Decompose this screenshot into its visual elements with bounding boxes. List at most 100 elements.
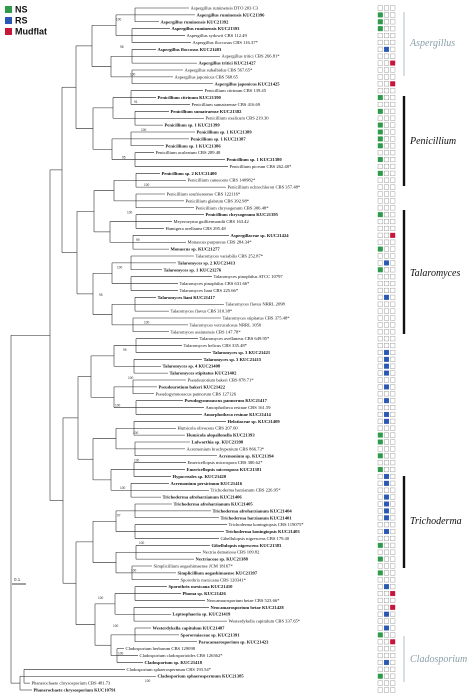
taxon-label: Penicillium piceum CBS 262.48* (230, 164, 292, 169)
taxon-label: Penicillium chrysogenum KUC21395 (206, 212, 279, 217)
taxon-label: Penicillium sp. 1 KUC21380 (227, 157, 283, 162)
rs-habitat-box (384, 646, 390, 652)
mudflat-habitat-box (390, 108, 396, 114)
bootstrap-support-value: 100 (127, 210, 133, 214)
mudflat-habitat-box (390, 232, 396, 238)
bootstrap-support-value: 100 (120, 486, 126, 490)
taxon-label: Sporothrix mexicana CBS 120341* (181, 577, 247, 582)
bootstrap-support-value: 99 (136, 238, 140, 242)
taxon-label: Hamigera avellanea CBS 295.48 (166, 226, 227, 231)
rs-habitat-box (384, 88, 390, 94)
ns-habitat-box (377, 535, 383, 541)
rs-habitat-box (384, 267, 390, 273)
mudflat-habitat-box (390, 115, 396, 121)
mudflat-habitat-box (390, 501, 396, 507)
taxon-label: Talaromyces avellaneus CBS 649.95* (200, 336, 271, 341)
taxon-label: Talaromyces liani CBS 225.66* (180, 288, 239, 293)
rs-habitat-box (384, 460, 390, 466)
rs-habitat-box (384, 639, 390, 645)
taxon-label: Acremonium sp. KUC21394 (219, 453, 275, 458)
rs-habitat-box (384, 33, 390, 39)
mudflat-habitat-box (390, 150, 396, 156)
mudflat-habitat-box (390, 205, 396, 211)
rs-habitat-box (384, 604, 390, 610)
taxon-label: Emericellopsis microspora KUC21381 (187, 467, 263, 472)
legend-label-mudflat: Mudflat (15, 27, 47, 37)
rs-habitat-box (384, 487, 390, 493)
rs-habitat-box (384, 336, 390, 342)
rs-habitat-box (384, 39, 390, 45)
ns-habitat-box (377, 439, 383, 445)
taxon-label: Aspergillus japonicus CBS 568.65 (175, 74, 239, 79)
mudflat-habitat-box (390, 515, 396, 521)
mudflat-habitat-box (390, 308, 396, 314)
rs-habitat-box (384, 315, 390, 321)
taxon-label: Aspergillus ruminensis DTO 203 C3 (191, 6, 259, 11)
ns-habitat-box (377, 267, 383, 273)
ns-habitat-box (377, 384, 383, 390)
rs-habitat-box (384, 274, 390, 280)
rs-habitat-box (384, 212, 390, 218)
mudflat-habitat-box (390, 666, 396, 672)
mudflat-habitat-box (390, 680, 396, 686)
taxon-label: Cladosporium sp. KUC21418 (145, 660, 203, 665)
taxon-label: Monascus purpureus CBS 284.34* (188, 240, 253, 245)
ns-habitat-box (377, 604, 383, 610)
ns-habitat-box (377, 666, 383, 672)
mudflat-habitat-box (390, 432, 396, 438)
ns-habitat-box (377, 136, 383, 142)
mudflat-habitat-box (390, 157, 396, 163)
taxon-label: Humicola olivaceus CBS 207.60 (178, 426, 239, 431)
ns-habitat-box (377, 549, 383, 555)
ns-habitat-box (377, 157, 383, 163)
mudflat-habitat-box (390, 591, 396, 597)
ns-habitat-box (377, 673, 383, 679)
mudflat-habitat-box (390, 480, 396, 486)
ns-habitat-box (377, 219, 383, 225)
mudflat-habitat-box (390, 391, 396, 397)
ns-habitat-box (377, 67, 383, 73)
taxon-label: Aspergillus tritici CBS 266.81* (222, 54, 281, 59)
ns-habitat-box (377, 108, 383, 114)
taxon-label: Talaromyces flavus CBS 310.38* (171, 309, 233, 314)
rs-habitat-box (384, 501, 390, 507)
mudflat-habitat-box (390, 274, 396, 280)
ns-habitat-box (377, 425, 383, 431)
rs-habitat-box (384, 150, 390, 156)
taxon-label: Westerdykella capitulum KUC21407 (153, 626, 226, 631)
mudflat-habitat-box (390, 177, 396, 183)
clade-label-penicillium: Penicillium (409, 136, 456, 147)
rs-habitat-box (384, 391, 390, 397)
taxon-label: Talaromyces sp. 4 KUC21408 (163, 364, 221, 369)
ns-habitat-box (377, 198, 383, 204)
mudflat-habitat-box (390, 239, 396, 245)
rs-habitat-box (384, 439, 390, 445)
mudflat-habitat-box (390, 101, 396, 107)
rs-habitat-box (384, 597, 390, 603)
mudflat-habitat-box (390, 336, 396, 342)
rs-habitat-box (384, 53, 390, 59)
bootstrap-support-value: 100 (134, 458, 140, 462)
taxon-label: Leptosphaeria sp. KUC21419 (173, 612, 232, 617)
mudflat-habitat-box (390, 5, 396, 11)
mudflat-habitat-box (390, 446, 396, 452)
taxon-label: Penicillium glabrum CBS 392.98* (186, 198, 250, 203)
bootstrap-support-value: 100 (117, 266, 123, 270)
taxon-label: Trichoderma afroharzianum KUC21404 (213, 508, 293, 513)
ns-habitat-box (377, 246, 383, 252)
bootstrap-support-value: 100 (128, 376, 134, 380)
mudflat-habitat-box (390, 315, 396, 321)
taxon-label: Penicillium citrinum KUC21390 (158, 95, 222, 100)
rs-habitat-box (384, 432, 390, 438)
mudflat-habitat-box (390, 343, 396, 349)
bootstrap-support-value: 100 (131, 569, 137, 573)
rs-habitat-box (384, 281, 390, 287)
ns-habitat-box (377, 508, 383, 514)
taxon-label: Trichoderma harzianum KUC21401 (221, 515, 293, 520)
rs-habitat-box (384, 95, 390, 101)
rs-habitat-box (384, 659, 390, 665)
ns-habitat-box (377, 453, 383, 459)
rs-habitat-box (384, 101, 390, 107)
taxon-label: Acremonium persicinum KUC21416 (171, 481, 243, 486)
